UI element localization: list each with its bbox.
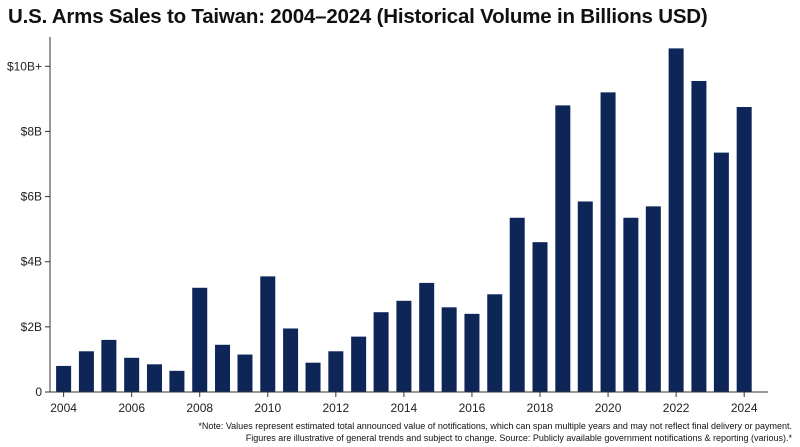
bar [192, 287, 208, 392]
bar [691, 80, 707, 392]
bar [56, 365, 72, 392]
bar [509, 217, 525, 392]
x-tick-label: 2006 [118, 401, 145, 415]
bar [283, 328, 299, 392]
x-tick-label: 2020 [595, 401, 622, 415]
bar [668, 48, 684, 393]
x-tick-label: 2018 [527, 401, 554, 415]
bar [237, 354, 253, 392]
bar [215, 344, 231, 392]
bar [623, 217, 639, 392]
bar [419, 282, 435, 392]
x-tick-label: 2016 [459, 401, 486, 415]
bar [78, 351, 94, 392]
bar [101, 339, 117, 392]
bar [577, 201, 593, 392]
bar [260, 276, 276, 392]
y-tick-label: $2B [21, 320, 42, 334]
y-tick-label: $8B [21, 124, 42, 138]
y-tick-label: $4B [21, 255, 42, 269]
x-tick-label: 2012 [322, 401, 349, 415]
bar [328, 351, 344, 392]
bar [532, 242, 548, 392]
x-tick-label: 2004 [50, 401, 77, 415]
y-tick-label: $10B+ [7, 59, 42, 73]
chart-title: U.S. Arms Sales to Taiwan: 2004–2024 (Hi… [8, 5, 708, 28]
bar [305, 362, 321, 392]
bars-layer [56, 48, 752, 393]
x-tick-label: 2024 [731, 401, 758, 415]
y-tick-label: 0 [35, 385, 42, 399]
axes: 0 $2B $4B $6B $8B $10B+ 2004 2006 2008 2010 2012 20… [7, 37, 768, 415]
footnote-line-2: Figures are illustrative of general tren… [245, 433, 792, 443]
x-tick-label: 2014 [391, 401, 418, 415]
footnote-line-1: *Note: Values represent estimated total … [198, 421, 792, 431]
bar [464, 313, 480, 392]
bar [600, 92, 616, 393]
bar [736, 107, 752, 393]
bar [146, 364, 162, 392]
bar [487, 294, 503, 392]
bar [441, 307, 457, 392]
bar [124, 357, 140, 392]
x-tick-label: 2010 [254, 401, 281, 415]
bar [396, 300, 412, 392]
x-tick-label: 2022 [663, 401, 690, 415]
bar [713, 152, 729, 392]
bar [169, 370, 185, 392]
bar [373, 312, 389, 392]
bar [645, 206, 661, 392]
x-tick-label: 2008 [186, 401, 213, 415]
bar [351, 336, 367, 392]
y-tick-label: $6B [21, 190, 42, 204]
bar [555, 105, 571, 392]
